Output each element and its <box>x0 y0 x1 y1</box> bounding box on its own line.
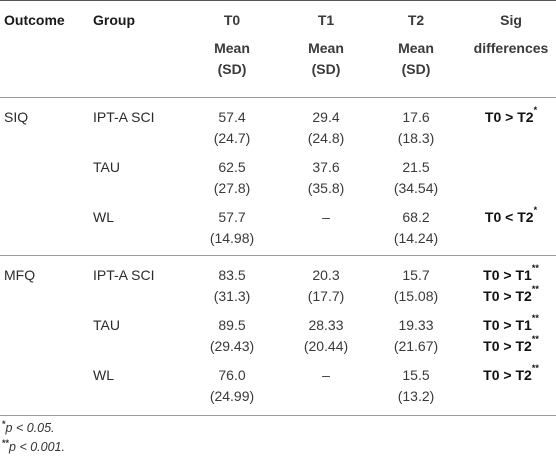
header-outcome: Outcome <box>4 12 65 28</box>
table-bottom-rule <box>0 415 556 416</box>
t0-mean: 57.7 <box>218 209 246 225</box>
header-t1-mean: Mean <box>308 40 344 56</box>
header-sig-differences: differences <box>473 40 549 56</box>
t1-mean: 28.33 <box>308 317 344 333</box>
t2-sd: (15.08) <box>393 288 439 304</box>
group-label: IPT-A SCI <box>93 267 155 283</box>
t2-mean: 15.5 <box>402 367 430 383</box>
t2-mean: 17.6 <box>402 109 430 125</box>
t0-mean: 62.5 <box>218 159 246 175</box>
sig-difference: T0 > T2** <box>483 363 539 384</box>
t2-sd: (34.54) <box>393 180 439 196</box>
footnote: *p < 0.05. <box>2 419 55 436</box>
header-group: Group <box>93 12 135 28</box>
t2-sd: (21.67) <box>393 338 439 354</box>
t0-sd: (24.99) <box>209 388 255 404</box>
group-label: TAU <box>93 159 120 175</box>
header-t2: T2 <box>407 12 425 28</box>
header-t0-mean: Mean <box>214 40 250 56</box>
table-top-rule <box>0 0 556 1</box>
t1-mean: 29.4 <box>312 109 340 125</box>
outcome-mfq: MFQ <box>4 267 36 283</box>
t1-sd: (24.8) <box>307 130 345 146</box>
t1-sd: (35.8) <box>307 180 345 196</box>
sig-difference: T0 < T2* <box>484 205 538 226</box>
t1-mean: – <box>322 367 330 383</box>
t2-sd: (13.2) <box>397 388 435 404</box>
header-t0-sd: (SD) <box>217 61 247 77</box>
group-label: TAU <box>93 317 120 333</box>
t0-sd: (31.3) <box>213 288 251 304</box>
t0-sd: (14.98) <box>209 230 255 246</box>
sig-difference: T0 > T1** <box>483 313 539 334</box>
t0-mean: 76.0 <box>218 367 246 383</box>
t1-sd: (20.44) <box>303 338 349 354</box>
t2-sd: (18.3) <box>397 130 435 146</box>
t2-mean: 21.5 <box>402 159 430 175</box>
t1-mean: – <box>322 209 330 225</box>
t0-mean: 57.4 <box>218 109 246 125</box>
t1-mean: 37.6 <box>312 159 340 175</box>
t1-sd: (17.7) <box>307 288 345 304</box>
header-sig: Sig <box>500 12 522 28</box>
header-t2-mean: Mean <box>398 40 434 56</box>
sig-difference: T0 > T2** <box>483 334 539 355</box>
header-t0: T0 <box>223 12 241 28</box>
t0-sd: (24.7) <box>213 130 251 146</box>
outcome-siq: SIQ <box>4 109 29 125</box>
t0-mean: 89.5 <box>218 317 246 333</box>
sig-difference: T0 > T2** <box>483 284 539 305</box>
t0-mean: 83.5 <box>218 267 246 283</box>
header-rule <box>0 97 556 98</box>
sig-difference: T0 > T1** <box>483 263 539 284</box>
group-label: WL <box>93 209 114 225</box>
t0-sd: (29.43) <box>209 338 255 354</box>
header-t1-sd: (SD) <box>311 61 341 77</box>
t2-sd: (14.24) <box>393 230 439 246</box>
header-t2-sd: (SD) <box>401 61 431 77</box>
t2-mean: 19.33 <box>398 317 434 333</box>
section-rule <box>0 255 556 256</box>
t0-sd: (27.8) <box>213 180 251 196</box>
sig-difference: T0 > T2* <box>484 105 538 126</box>
footnote: **p < 0.001. <box>2 438 65 455</box>
t1-mean: 20.3 <box>312 267 340 283</box>
header-t1: T1 <box>317 12 335 28</box>
group-label: IPT-A SCI <box>93 109 155 125</box>
t2-mean: 15.7 <box>402 267 430 283</box>
t2-mean: 68.2 <box>402 209 430 225</box>
group-label: WL <box>93 367 114 383</box>
